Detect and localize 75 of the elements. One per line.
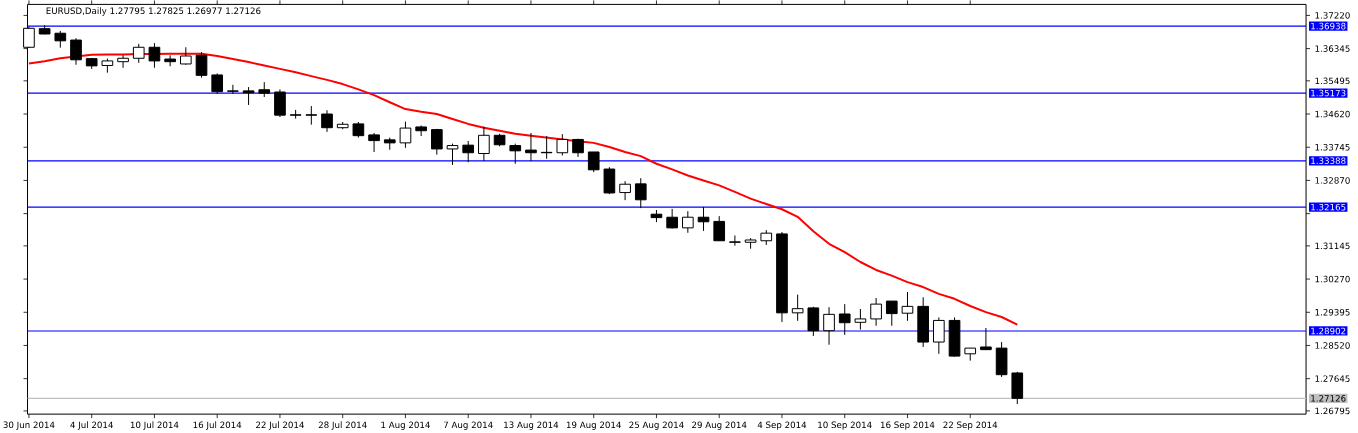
candlestick (148, 42, 161, 69)
candlestick (399, 121, 412, 149)
candlestick (603, 166, 616, 195)
ref-line-label: 1.33388 (1311, 157, 1346, 164)
x-tick-label: 16 Jul 2014 (193, 421, 242, 430)
x-tick-label: 1 Aug 2014 (381, 421, 430, 430)
candlestick (713, 215, 726, 242)
candlestick (211, 72, 224, 95)
candlestick (195, 51, 208, 79)
candlestick (509, 143, 522, 165)
y-tick-label: 1.30270 (1315, 275, 1350, 283)
x-tick-label: 10 Jul 2014 (130, 421, 179, 430)
y-tick-label: 1.29395 (1315, 308, 1350, 316)
candlestick (446, 143, 459, 166)
candlestick (556, 133, 569, 156)
ref-line-label: 1.36938 (1311, 22, 1346, 30)
ref-line-label: 1.28902 (1311, 327, 1346, 335)
candlestick (164, 54, 176, 67)
candlestick (368, 132, 380, 153)
x-tick-label: 16 Sep 2014 (880, 421, 935, 430)
candlestick (321, 109, 333, 133)
ref-line-label: 1.35173 (1311, 89, 1346, 97)
ref-line-label: 1.32165 (1311, 203, 1346, 211)
x-tick-label: 25 Aug 2014 (629, 421, 684, 430)
y-tick-label: 1.33745 (1315, 143, 1350, 151)
y-tick-label: 1.34620 (1315, 110, 1350, 118)
candlestick (666, 208, 678, 230)
x-tick-label: 13 Aug 2014 (504, 421, 559, 430)
candlestick (431, 128, 443, 156)
candlestick (697, 206, 710, 232)
y-tick-label: 1.28520 (1315, 342, 1350, 349)
candlestick (885, 300, 898, 327)
candlestick (227, 84, 239, 95)
ref-line-label: 1.27126 (1311, 395, 1346, 402)
candlestick (117, 54, 129, 69)
candlestick (980, 327, 992, 351)
x-tick-label: 29 Aug 2014 (692, 421, 747, 430)
candlestick (619, 180, 631, 201)
candlestick (791, 294, 804, 322)
x-tick-label: 22 Jul 2014 (256, 421, 304, 430)
y-tick-label: 1.36345 (1315, 45, 1350, 52)
candlestick (682, 210, 694, 234)
candlestick (870, 297, 882, 327)
candlestick (901, 291, 914, 322)
x-tick-label: 30 Jun 2014 (3, 421, 55, 430)
x-tick-label: 4 Jul 2014 (70, 421, 113, 430)
candlestick (70, 37, 82, 66)
candlestick (823, 306, 835, 346)
y-tick-label: 1.32870 (1315, 177, 1350, 184)
candlestick (729, 234, 741, 247)
x-tick-label: 28 Jul 2014 (318, 421, 367, 430)
x-tick-label: 7 Aug 2014 (443, 421, 493, 430)
candlestick (933, 316, 945, 355)
candlestick (838, 303, 851, 336)
x-tick-label: 4 Sep 2014 (757, 421, 807, 430)
y-tick-label: 1.31145 (1315, 242, 1350, 250)
candlestick (478, 126, 490, 162)
y-tick-label: 1.35495 (1315, 77, 1350, 85)
chart-title: EURUSD,Daily 1.27795 1.27825 1.26977 1.27126 (46, 7, 261, 16)
candlestick (274, 88, 286, 118)
x-tick-label: 19 Aug 2014 (566, 421, 621, 430)
candlestick (415, 124, 427, 137)
y-tick-label: 1.37220 (1315, 12, 1350, 19)
candlestick (634, 177, 647, 209)
y-tick-label: 1.26795 (1315, 407, 1350, 415)
candlestick (807, 306, 820, 337)
candlestick (525, 132, 537, 162)
y-tick-label: 1.27645 (1315, 375, 1350, 382)
candlestick (132, 43, 145, 64)
candlestick (854, 308, 867, 330)
candlestick (587, 151, 600, 173)
candlestick (305, 105, 318, 126)
candlestick (462, 140, 475, 163)
x-tick-label: 22 Sep 2014 (943, 421, 998, 430)
x-tick-label: 10 Sep 2014 (818, 421, 872, 430)
